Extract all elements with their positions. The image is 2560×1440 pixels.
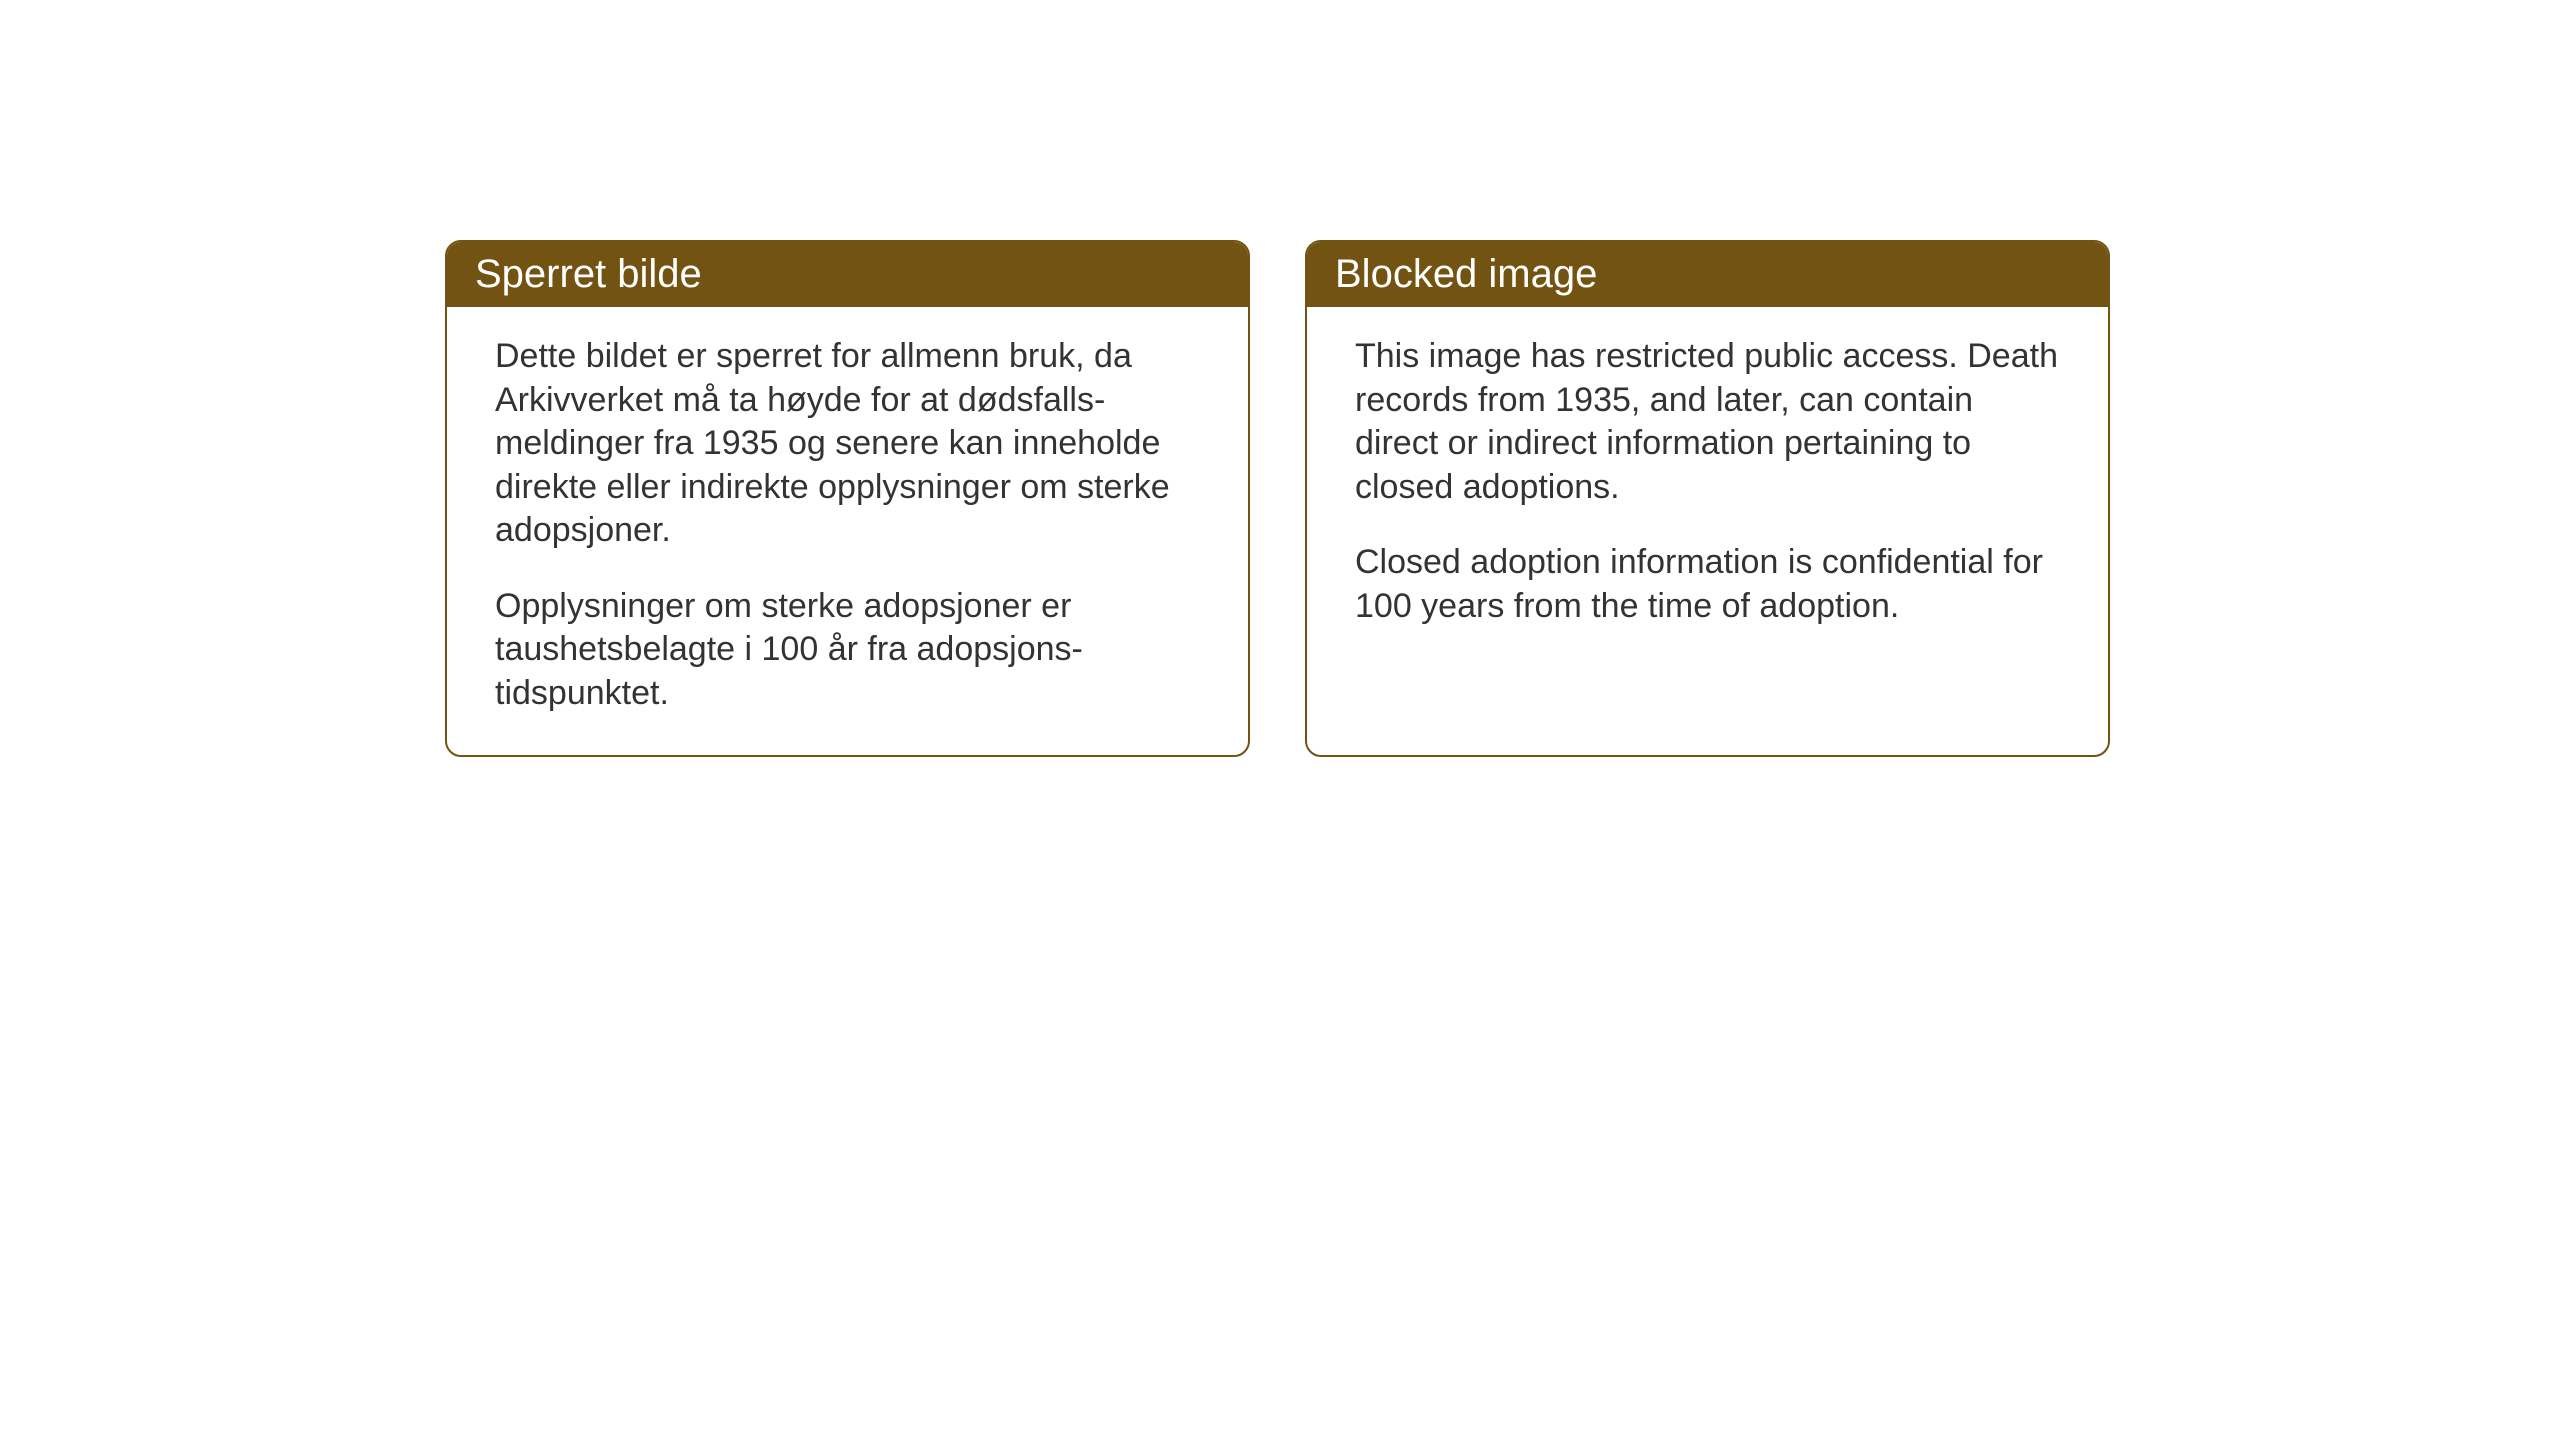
card-norwegian: Sperret bilde Dette bildet er sperret fo… (445, 240, 1250, 757)
card-paragraph-norwegian-1: Dette bildet er sperret for allmenn bruk… (495, 335, 1200, 553)
card-title-norwegian: Sperret bilde (475, 252, 702, 296)
card-header-norwegian: Sperret bilde (447, 242, 1248, 307)
card-title-english: Blocked image (1335, 252, 1597, 296)
card-paragraph-english-1: This image has restricted public access.… (1355, 335, 2060, 509)
card-english: Blocked image This image has restricted … (1305, 240, 2110, 757)
card-header-english: Blocked image (1307, 242, 2108, 307)
card-paragraph-norwegian-2: Opplysninger om sterke adopsjoner er tau… (495, 585, 1200, 716)
cards-container: Sperret bilde Dette bildet er sperret fo… (445, 240, 2110, 757)
card-paragraph-english-2: Closed adoption information is confident… (1355, 541, 2060, 628)
card-body-english: This image has restricted public access.… (1307, 307, 2108, 668)
card-body-norwegian: Dette bildet er sperret for allmenn bruk… (447, 307, 1248, 755)
